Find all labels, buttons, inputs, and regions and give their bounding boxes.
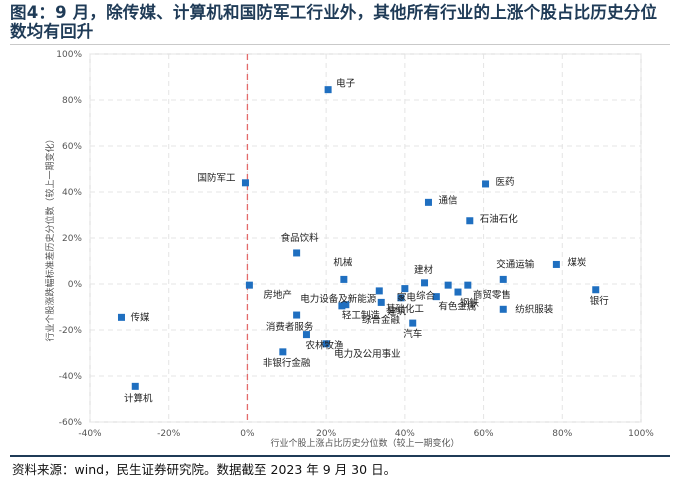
data-point-marker <box>324 86 332 94</box>
title-divider <box>10 44 670 45</box>
data-point-marker <box>131 382 139 390</box>
data-point-label: 商贸零售 <box>473 289 511 301</box>
x-axis-label: 行业个股上涨占比历史分位数（较上一期变化） <box>270 437 459 449</box>
data-point-label: 家电 <box>397 292 417 304</box>
data-point-label: 有色金属 <box>438 301 476 313</box>
data-point-marker <box>409 319 417 327</box>
data-point-marker <box>302 331 310 339</box>
gridlines <box>89 53 642 423</box>
data-point-label: 食品饮料 <box>281 232 320 244</box>
data-point-label: 非银行金融 <box>263 357 311 369</box>
data-point-label: 机械 <box>333 256 353 268</box>
data-point-label: 通信 <box>438 194 457 206</box>
data-point-label: 综合 <box>416 290 436 302</box>
data-point-label: 建材 <box>414 264 434 276</box>
source-note: 资料来源：wind，民生证券研究院。数据截至 2023 年 9 月 30 日。 <box>12 462 397 477</box>
data-point-marker <box>377 298 385 306</box>
data-point-label: 交通运输 <box>496 258 535 270</box>
data-point-marker <box>322 340 330 348</box>
x-tick-label: 80% <box>552 429 572 439</box>
data-point-label: 电力设备及新能源 <box>300 293 377 305</box>
data-point-label: 钢铁 <box>460 297 480 309</box>
data-point-marker <box>464 281 472 289</box>
data-point-marker <box>342 301 350 309</box>
data-point-label: 医药 <box>496 177 515 188</box>
data-point-marker <box>444 281 452 289</box>
x-tick-label: 40% <box>395 429 415 439</box>
y-tick-label: -40% <box>59 372 83 382</box>
data-point-label: 房地产 <box>263 289 292 301</box>
data-point-marker <box>340 275 348 283</box>
y-axis-label: 行业个股涨跌幅标准差历史分位数（较上一期变化） <box>44 134 56 341</box>
data-point-marker <box>432 293 440 301</box>
x-tick-label: 100% <box>628 429 654 439</box>
data-point-label: 消费者服务 <box>266 321 314 333</box>
data-point-label: 电子 <box>336 78 356 90</box>
data-point-marker <box>499 275 507 283</box>
footer-divider <box>10 455 670 457</box>
data-point-marker <box>592 286 600 294</box>
x-tick-label: 20% <box>316 429 336 439</box>
y-tick-label: 40% <box>62 188 82 198</box>
x-tick-label: -20% <box>157 429 181 439</box>
data-point-marker <box>421 279 429 287</box>
data-point-label: 综合金融 <box>362 314 401 326</box>
data-point-label: 国防军工 <box>197 172 236 184</box>
data-point-label: 纺织服装 <box>515 303 554 315</box>
data-point-label: 煤炭 <box>567 256 587 268</box>
y-tick-label: 60% <box>62 142 82 152</box>
data-point-marker <box>552 260 560 268</box>
data-point-marker <box>338 302 346 310</box>
data-point-marker <box>401 285 409 293</box>
data-point-label: 银行 <box>590 295 610 307</box>
x-tick-label: 0% <box>240 429 255 439</box>
data-point-marker <box>375 287 383 295</box>
y-tick-label: 100% <box>56 50 82 60</box>
data-point-marker <box>241 179 249 187</box>
data-point-label: 计算机 <box>124 392 153 404</box>
data-point-marker <box>245 281 253 289</box>
x-tick-labels: -40% -20% 0% 20% 40% 60% 80% 100% <box>78 429 654 439</box>
y-tick-label: -60% <box>59 418 83 428</box>
scatter-chart: -40% -20% 0% 20% 40% 60% 80% 100% -60%-40%-20%0… <box>44 50 654 449</box>
data-point-label: 农林牧渔 <box>305 340 344 352</box>
y-tick-label: 20% <box>62 234 82 244</box>
data-point-marker <box>454 288 462 296</box>
data-point-marker <box>466 217 474 225</box>
x-tick-label: -40% <box>78 429 102 439</box>
data-point-label: 电力及公用事业 <box>334 348 401 360</box>
data-point-marker <box>482 180 490 188</box>
data-point-label: 建筑 <box>387 305 407 317</box>
y-tick-labels: -60% -40% -20% 0% 20% 40% 60% 80% 100% <box>56 50 82 428</box>
data-point-label: 轻工制造 <box>342 310 381 322</box>
chart-title: 图4：9 月，除传媒、计算机和国防军工行业外，其他所有行业的上涨个股占比历史分位… <box>10 3 658 41</box>
data-point-label: 传媒 <box>130 311 150 323</box>
data-point-marker <box>397 294 405 302</box>
data-points <box>117 86 600 390</box>
y-tick-label: 80% <box>62 96 82 106</box>
data-point-marker <box>499 305 507 313</box>
data-point-marker <box>117 313 125 321</box>
data-point-label: 汽车 <box>403 328 422 340</box>
data-point-marker <box>293 249 301 257</box>
data-point-marker <box>279 348 287 356</box>
data-point-marker <box>424 198 432 206</box>
data-point-marker <box>293 311 301 319</box>
data-point-label: 石油石化 <box>480 213 519 225</box>
y-tick-label: -20% <box>59 326 83 336</box>
data-point-label: 基础化工 <box>386 303 425 315</box>
y-tick-label: 0% <box>68 280 83 290</box>
x-tick-label: 60% <box>474 429 494 439</box>
